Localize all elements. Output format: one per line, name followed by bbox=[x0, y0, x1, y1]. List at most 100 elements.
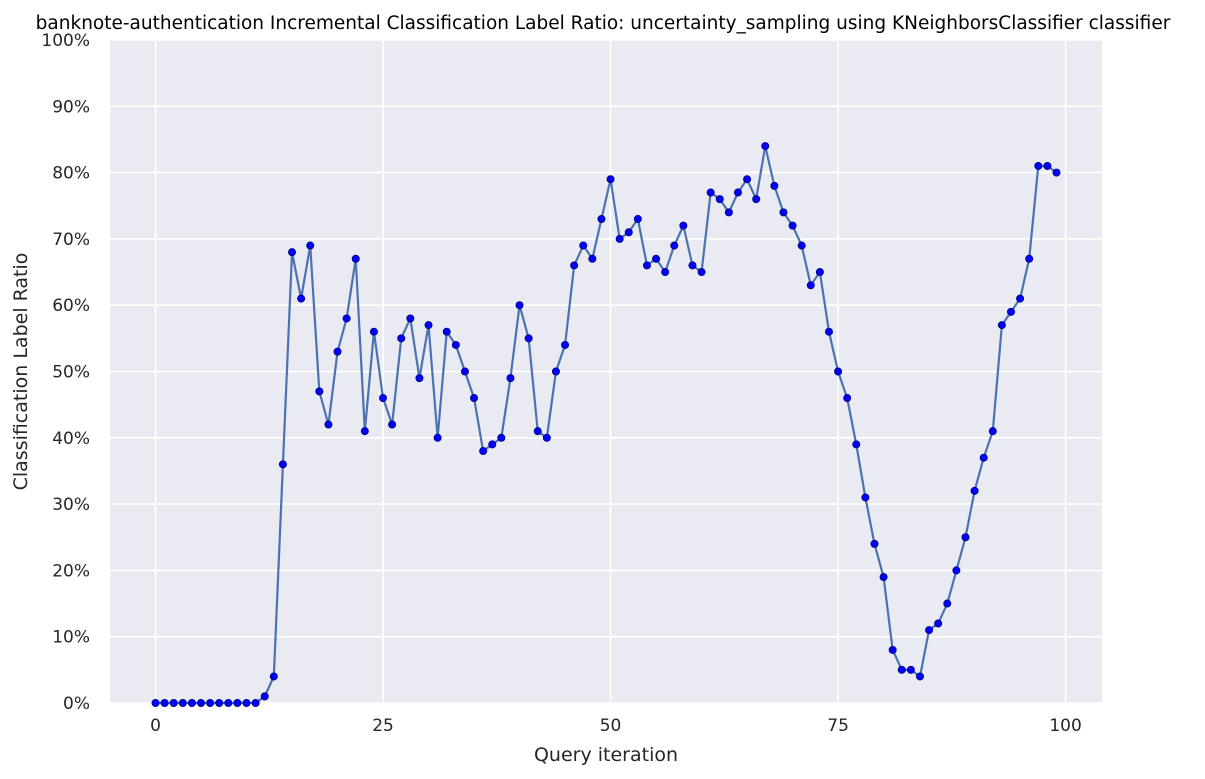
series-line bbox=[155, 144, 1058, 705]
data-point bbox=[169, 699, 178, 708]
data-point bbox=[379, 394, 388, 403]
data-point bbox=[315, 387, 324, 396]
chart-title: banknote-authentication Incremental Clas… bbox=[36, 13, 1171, 34]
x-tick-label: 100 bbox=[1049, 716, 1081, 736]
y-tick-label: 40% bbox=[52, 429, 90, 449]
data-point bbox=[888, 645, 897, 654]
data-point bbox=[579, 241, 588, 250]
data-point bbox=[788, 221, 797, 230]
data-point bbox=[470, 394, 479, 403]
data-point bbox=[342, 314, 351, 323]
data-point bbox=[460, 367, 469, 376]
data-point bbox=[151, 699, 160, 708]
data-point bbox=[1025, 254, 1034, 263]
data-point bbox=[251, 699, 260, 708]
data-point bbox=[906, 665, 915, 674]
data-point bbox=[570, 261, 579, 270]
data-point bbox=[843, 394, 852, 403]
data-point bbox=[688, 261, 697, 270]
data-point bbox=[351, 254, 360, 263]
data-point bbox=[779, 208, 788, 217]
data-point bbox=[733, 188, 742, 197]
data-point bbox=[1006, 307, 1015, 316]
data-point bbox=[406, 314, 415, 323]
data-point bbox=[724, 208, 733, 217]
y-tick-label: 100% bbox=[41, 31, 90, 51]
y-axis-title: Classification Label Ratio bbox=[10, 253, 32, 491]
y-tick-label: 80% bbox=[52, 164, 90, 184]
data-point bbox=[442, 327, 451, 336]
data-point bbox=[333, 347, 342, 356]
data-point bbox=[679, 221, 688, 230]
data-point bbox=[324, 420, 333, 429]
data-point bbox=[233, 699, 242, 708]
data-point bbox=[752, 195, 761, 204]
data-point bbox=[597, 215, 606, 224]
data-point bbox=[934, 619, 943, 628]
data-point bbox=[761, 142, 770, 151]
data-point bbox=[697, 268, 706, 277]
data-point bbox=[606, 175, 615, 184]
data-point bbox=[206, 699, 215, 708]
data-point bbox=[388, 420, 397, 429]
y-tick-label: 50% bbox=[52, 363, 90, 383]
data-point bbox=[288, 248, 297, 257]
y-tick-label: 10% bbox=[52, 628, 90, 648]
data-point bbox=[979, 453, 988, 462]
data-point bbox=[397, 334, 406, 343]
data-point bbox=[187, 699, 196, 708]
data-point bbox=[1016, 294, 1025, 303]
data-point bbox=[806, 281, 815, 290]
data-point bbox=[215, 699, 224, 708]
data-point bbox=[424, 321, 433, 330]
y-tick-label: 90% bbox=[52, 97, 90, 117]
x-tick-label: 0 bbox=[150, 716, 161, 736]
data-point bbox=[915, 672, 924, 681]
x-axis-title: Query iteration bbox=[534, 744, 678, 766]
series-layer bbox=[151, 142, 1061, 708]
data-point bbox=[743, 175, 752, 184]
data-point bbox=[542, 433, 551, 442]
y-tick-label: 0% bbox=[63, 694, 90, 714]
data-point bbox=[360, 427, 369, 436]
data-point bbox=[369, 327, 378, 336]
data-point bbox=[1043, 161, 1052, 170]
data-point bbox=[715, 195, 724, 204]
data-point bbox=[297, 294, 306, 303]
data-point bbox=[260, 692, 269, 701]
y-tick-label: 70% bbox=[52, 230, 90, 250]
data-point bbox=[561, 340, 570, 349]
data-point bbox=[415, 374, 424, 383]
data-point bbox=[961, 533, 970, 542]
data-point bbox=[997, 321, 1006, 330]
data-point bbox=[824, 327, 833, 336]
data-point bbox=[815, 268, 824, 277]
data-point bbox=[433, 433, 442, 442]
data-point bbox=[879, 573, 888, 582]
data-point bbox=[797, 241, 806, 250]
data-point bbox=[178, 699, 187, 708]
data-point bbox=[451, 340, 460, 349]
data-point bbox=[197, 699, 206, 708]
data-point bbox=[1034, 161, 1043, 170]
data-point bbox=[533, 427, 542, 436]
data-point bbox=[479, 447, 488, 456]
axis-labels: 0 25 50 75 100 0% 10% 20% 30% 40% 50% 60% 70% 80% 90% 1… bbox=[41, 31, 1081, 736]
data-point bbox=[551, 367, 560, 376]
data-point bbox=[278, 460, 287, 469]
x-tick-label: 25 bbox=[372, 716, 394, 736]
data-point bbox=[925, 626, 934, 635]
data-point bbox=[242, 699, 251, 708]
data-point bbox=[306, 241, 315, 250]
y-tick-label: 20% bbox=[52, 561, 90, 581]
data-point bbox=[269, 672, 278, 681]
data-point bbox=[670, 241, 679, 250]
data-point bbox=[506, 374, 515, 383]
data-point bbox=[970, 486, 979, 495]
data-point bbox=[943, 599, 952, 608]
x-tick-label: 50 bbox=[600, 716, 622, 736]
data-point bbox=[160, 699, 169, 708]
data-point bbox=[770, 181, 779, 190]
grid-lines bbox=[110, 39, 1102, 704]
